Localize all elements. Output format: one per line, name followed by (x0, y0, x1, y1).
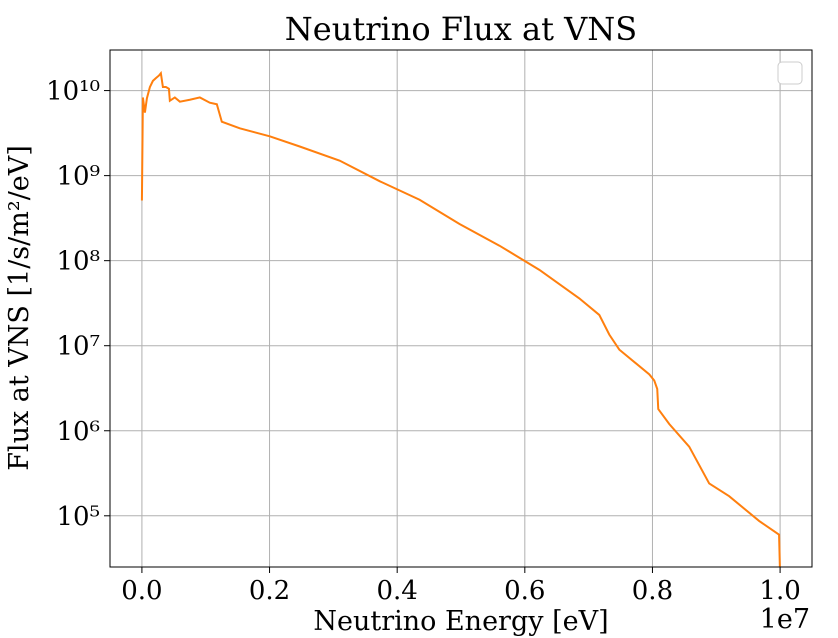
data-line (140, 70, 781, 567)
x-offset-label: 1e7 (760, 604, 810, 635)
x-tick-label: 0.2 (249, 576, 290, 606)
grid (110, 50, 812, 567)
y-tick-label: 10¹⁰ (46, 77, 100, 107)
y-tick-label: 10⁶ (56, 417, 100, 447)
x-tick-label: 0.4 (377, 576, 418, 606)
x-tick-label: 0.6 (504, 576, 545, 606)
legend (777, 61, 803, 85)
y-tick-label: 10⁷ (56, 332, 100, 362)
x-tick-label: 1.0 (759, 576, 800, 606)
y-axis-label: Flux at VNS [1/s/m²/eV] (4, 145, 35, 471)
x-tick-label: 0.8 (632, 576, 673, 606)
x-tick-label: 0.0 (121, 576, 162, 606)
y-tick-label: 10⁵ (56, 502, 100, 532)
ticks: 0.0 0.2 0.4 0.6 0.8 1.0 10⁵ 10⁶ 10⁷ 10⁸ 10⁹ 10¹⁰ (46, 77, 801, 606)
chart-title: Neutrino Flux at VNS (285, 10, 637, 48)
plot-area (140, 70, 781, 567)
y-tick-label: 10⁸ (56, 247, 100, 277)
y-tick-label: 10⁹ (56, 162, 100, 192)
axes-frame (109, 49, 813, 568)
x-axis-label: Neutrino Energy [eV] (313, 606, 608, 637)
